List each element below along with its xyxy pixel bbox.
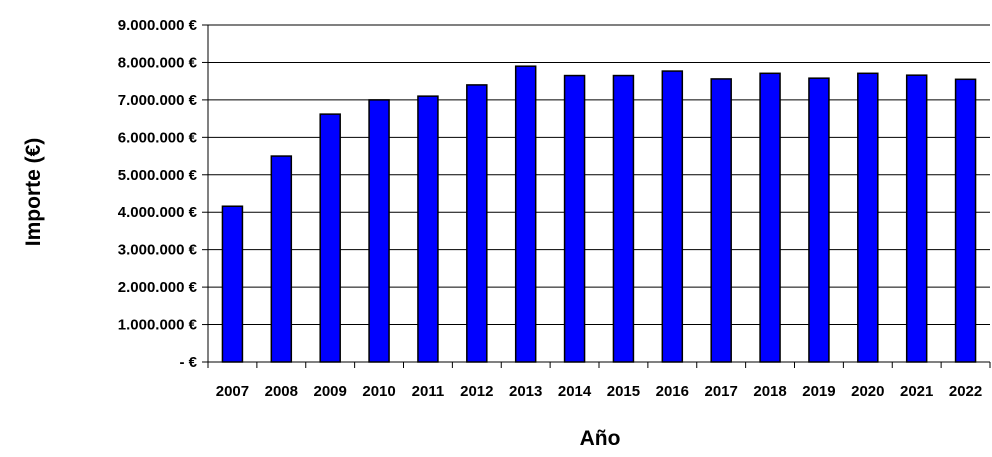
y-tick-label: - € bbox=[179, 354, 197, 371]
x-tick-label: 2012 bbox=[460, 383, 493, 400]
x-tick-label: 2015 bbox=[607, 383, 640, 400]
bars bbox=[221, 65, 977, 363]
y-tick-labels: - € 1.000.000 € 2.000.000 € 3.000.000 € 4.00… bbox=[118, 17, 198, 371]
bar-2022 bbox=[954, 78, 977, 363]
bar-2010 bbox=[368, 99, 390, 363]
x-tick-label: 2022 bbox=[949, 383, 982, 400]
bar-2020 bbox=[857, 72, 879, 363]
x-tick-label: 2018 bbox=[753, 383, 786, 400]
axes bbox=[202, 24, 991, 368]
bar-2015 bbox=[612, 74, 635, 363]
x-tick-label: 2010 bbox=[362, 383, 395, 400]
x-tick-label: 2013 bbox=[509, 383, 542, 400]
x-tick-label: 2009 bbox=[314, 383, 347, 400]
x-tick-label: 2011 bbox=[412, 383, 445, 400]
x-tick-label: 2019 bbox=[802, 383, 835, 400]
y-tick-label: 8.000.000 € bbox=[118, 54, 198, 71]
bar-2012 bbox=[466, 84, 488, 363]
bar-2011 bbox=[417, 95, 439, 363]
x-axis-title: Año bbox=[580, 427, 621, 450]
x-tick-label: 2007 bbox=[216, 383, 249, 400]
bar-2014 bbox=[563, 74, 586, 363]
x-tick-label: 2016 bbox=[656, 383, 689, 400]
bar-2009 bbox=[319, 113, 341, 363]
bar-2019 bbox=[808, 77, 830, 363]
bar-2008 bbox=[270, 155, 293, 363]
bar-2017 bbox=[710, 78, 732, 363]
x-tick-label: 2020 bbox=[851, 383, 884, 400]
y-tick-label: 1.000.000 € bbox=[118, 317, 198, 334]
y-tick-label: 9.000.000 € bbox=[118, 17, 198, 34]
x-tick-label: 2014 bbox=[558, 383, 592, 400]
x-tick-label: 2021 bbox=[900, 383, 933, 400]
bar-2016 bbox=[661, 70, 684, 363]
y-axis-title: Importe (€) bbox=[22, 138, 45, 247]
y-tick-label: 4.000.000 € bbox=[118, 204, 198, 221]
y-tick-label: 3.000.000 € bbox=[118, 242, 198, 259]
x-tick-label: 2017 bbox=[705, 383, 738, 400]
x-tick-labels: 2007 2008 2009 2010 2011 2012 2013 2014 2015 2016… bbox=[216, 383, 983, 400]
bar-2007 bbox=[221, 205, 244, 363]
bar-2013 bbox=[514, 65, 537, 363]
y-tick-label: 2.000.000 € bbox=[118, 279, 198, 296]
y-tick-label: 5.000.000 € bbox=[118, 167, 198, 184]
x-tick-label: 2008 bbox=[265, 383, 298, 400]
y-tick-label: 6.000.000 € bbox=[118, 129, 198, 146]
bar-2021 bbox=[905, 74, 928, 363]
bar-2018 bbox=[759, 72, 781, 363]
y-tick-label: 7.000.000 € bbox=[118, 92, 198, 109]
